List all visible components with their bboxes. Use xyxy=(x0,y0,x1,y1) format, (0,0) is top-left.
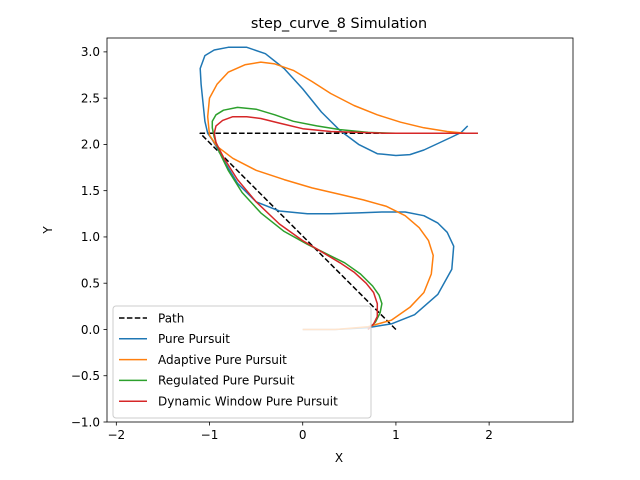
x-tick-label: 2 xyxy=(485,428,493,442)
series-line-1 xyxy=(199,46,469,331)
legend: Path Pure Pursuit Adaptive Pure Pursuit Reg… xyxy=(112,305,372,419)
x-tick-label: 0 xyxy=(299,428,307,442)
y-axis-label: Y xyxy=(41,226,55,235)
x-tick-label: −1 xyxy=(201,428,219,442)
y-tick-label: 2.0 xyxy=(81,138,100,152)
legend-label-2: Adaptive Pure Pursuit xyxy=(158,353,287,367)
y-tick-label: 2.5 xyxy=(81,91,100,105)
x-tick-label: 1 xyxy=(392,428,400,442)
x-axis-label: X xyxy=(335,451,343,465)
y-tick-label: 1.0 xyxy=(81,230,100,244)
series-layer xyxy=(199,46,478,331)
legend-box xyxy=(112,305,372,419)
series-line-4 xyxy=(213,115,478,331)
x-tick-label: −2 xyxy=(107,428,125,442)
y-tick-label: 0.5 xyxy=(81,277,100,291)
y-tick-label: 0.0 xyxy=(81,323,100,337)
chart-title: step_curve_8 Simulation xyxy=(251,16,427,32)
series-line-2 xyxy=(206,61,478,331)
legend-label-4: Dynamic Window Pure Pursuit xyxy=(158,395,338,409)
legend-label-0: Path xyxy=(158,311,184,325)
y-tick-label: −0.5 xyxy=(71,369,100,383)
y-tick-label: 1.5 xyxy=(81,184,100,198)
y-tick-label: −1.0 xyxy=(71,415,100,429)
legend-label-3: Regulated Pure Pursuit xyxy=(158,374,295,388)
series-line-0 xyxy=(199,132,471,331)
plot-frame xyxy=(106,37,574,423)
y-tick-label: 3.0 xyxy=(81,45,100,59)
series-line-3 xyxy=(211,106,478,331)
axes-layer: −2 −1 0 1 2 −1.0 −0.5 0.0 0.5 1.0 1.5 2.0 2.5 3.0 xyxy=(71,37,574,442)
legend-label-1: Pure Pursuit xyxy=(158,332,230,346)
